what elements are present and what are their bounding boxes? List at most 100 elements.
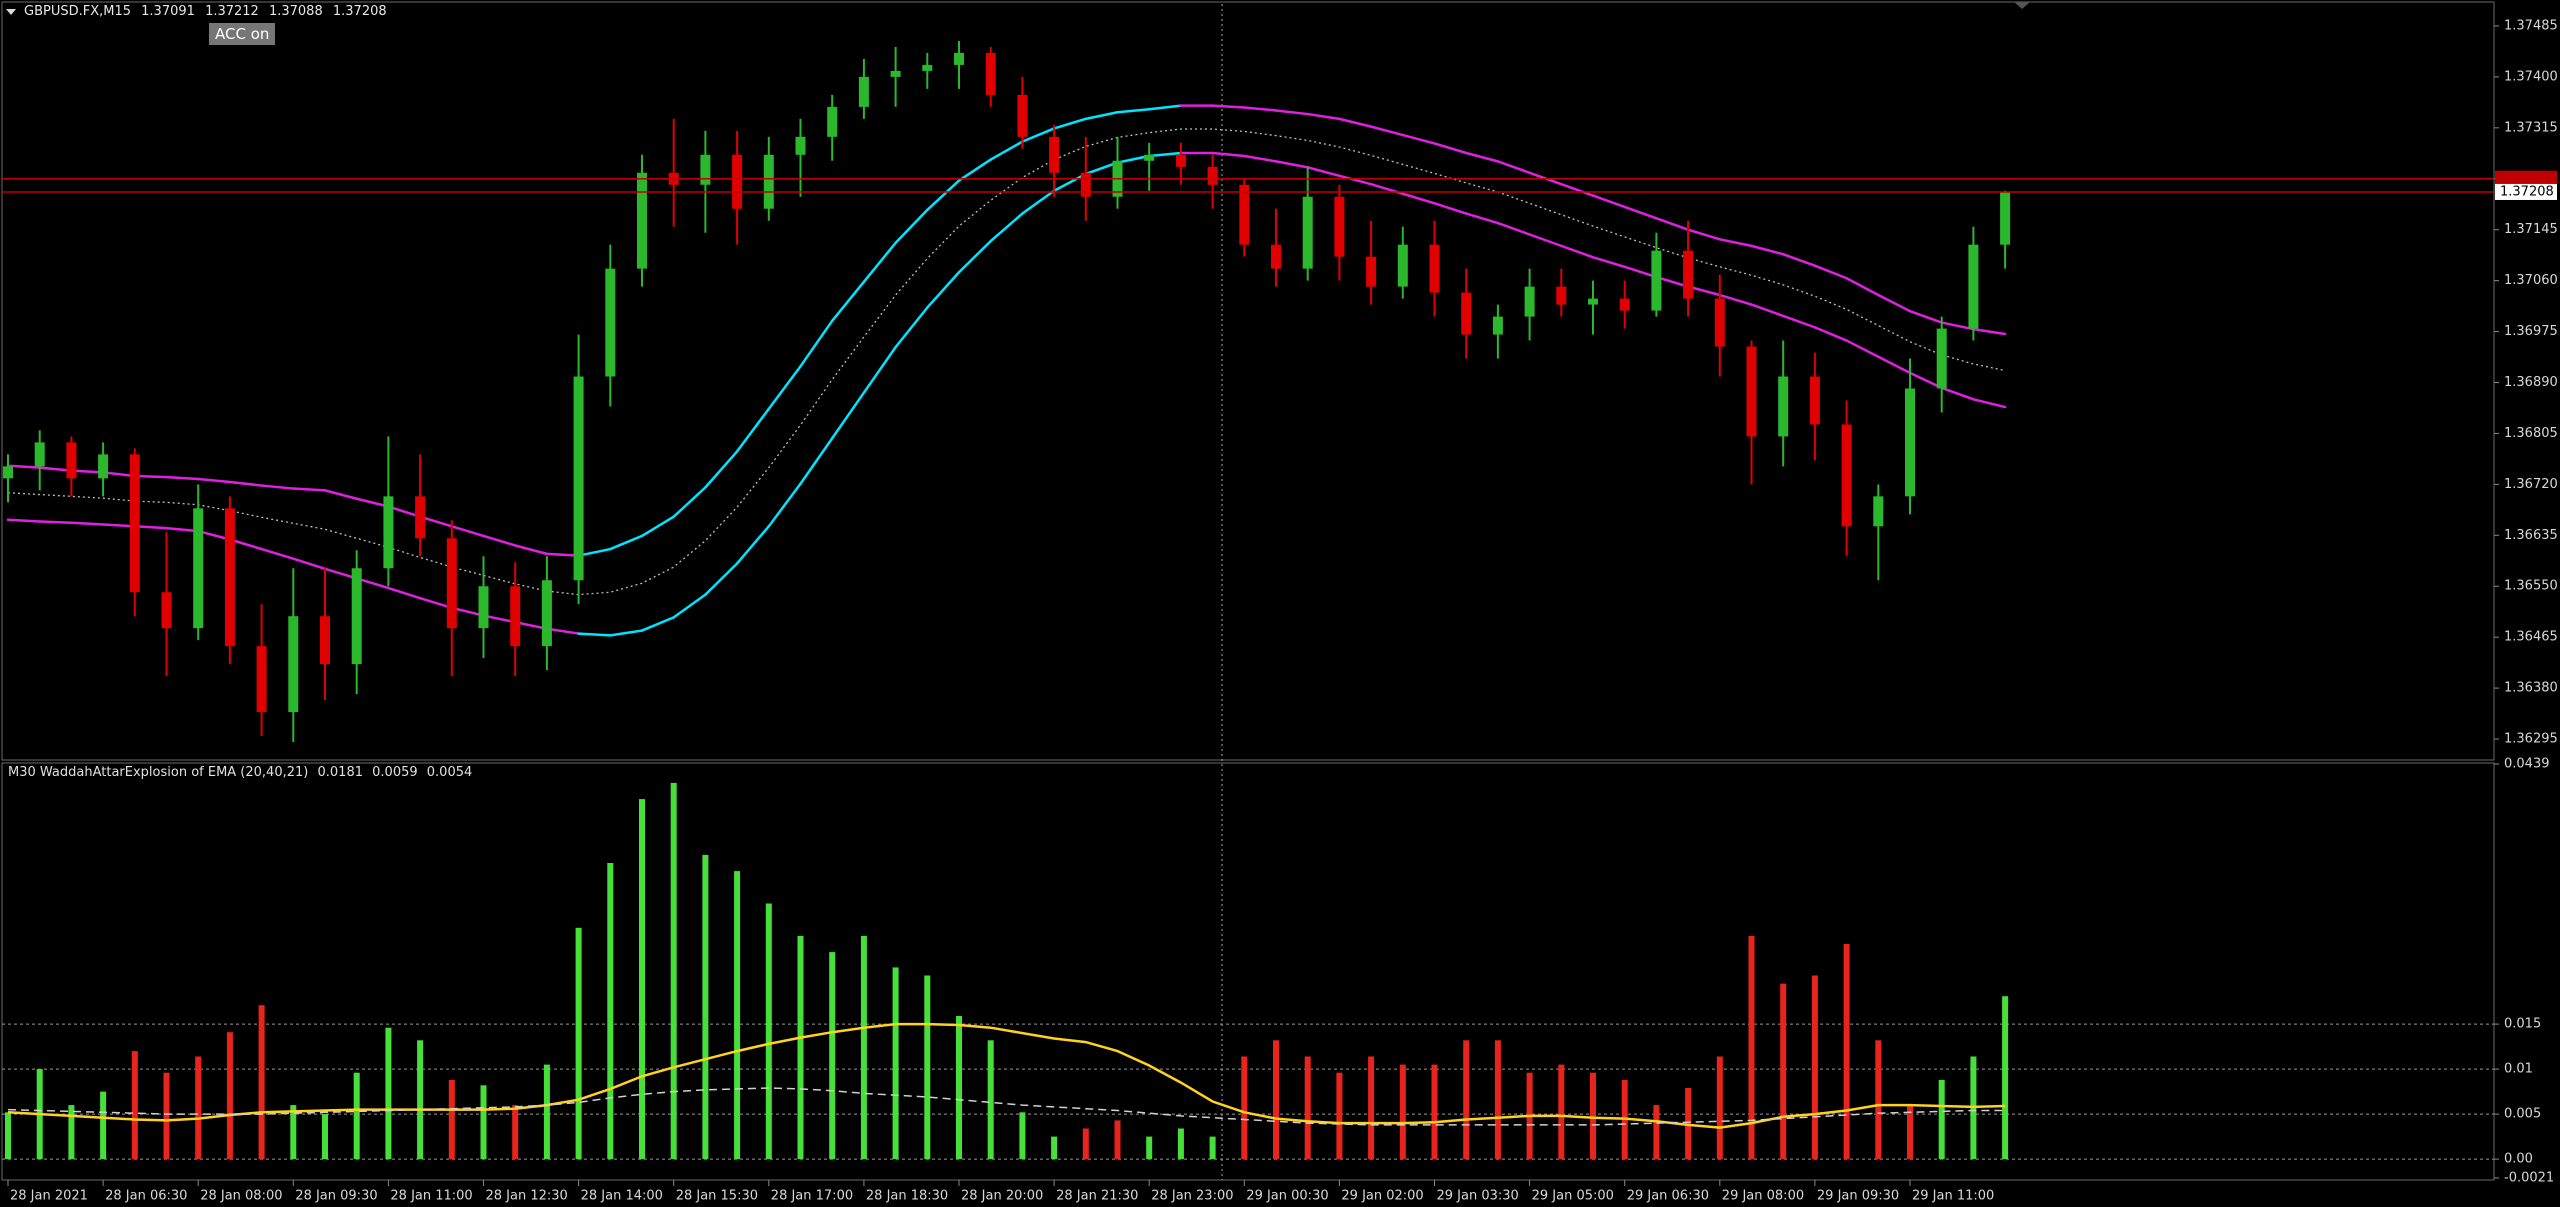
candle-body [1746,346,1757,437]
band-lower [799,436,834,486]
symbol: GBPUSD.FX,M15 [24,4,132,19]
band-upper [609,534,644,551]
histogram-bar [1114,1120,1121,1160]
indicator-line [7,1087,2006,1126]
x-tick-label: 28 Jan 09:30 [295,1189,377,1204]
candle-body [383,496,394,569]
candle-body [66,442,77,479]
candle-body [1017,94,1028,137]
band-lower [577,632,612,637]
candle-body [763,154,774,209]
readout: 0.0181 [317,765,364,780]
band-upper [1052,117,1088,130]
band-lower [1338,174,1373,186]
candle-body [1905,388,1915,497]
bid-marker [2495,183,2557,200]
histogram-bar [702,854,709,1160]
candle-body [1271,244,1281,269]
x-tick-label: 28 Jan 23:00 [1151,1189,1233,1204]
band-upper [1084,111,1119,121]
candle-body [1492,316,1503,335]
histogram-bar [765,903,772,1160]
menu-arrow[interactable] [6,9,16,15]
indicator-panel-frame [1,762,2495,1181]
histogram-bar [1463,1040,1470,1160]
histogram-bar [1082,1128,1089,1160]
y-tick-label: 0.01 [2504,1062,2533,1077]
histogram-bar [385,1027,392,1160]
candle-body [1144,154,1155,161]
y-tick-label: 1.37060 [2504,273,2558,288]
y-tick-label: 1.37145 [2504,222,2558,237]
band-lower [196,529,232,541]
candle-body [732,154,743,209]
band-upper [704,450,739,489]
candle-body [1588,298,1598,305]
candle-body [1809,376,1820,425]
candle-body [700,154,711,185]
band-upper [1401,133,1436,145]
candle-body [1619,298,1630,311]
histogram-bar [860,935,867,1160]
band-lower [482,614,517,624]
x-tick-label: 28 Jan 18:30 [866,1189,948,1204]
x-tick-label: 28 Jan 06:30 [105,1189,187,1204]
band-lower [1496,221,1531,236]
band-lower [133,525,168,530]
band-upper [38,466,73,472]
band-upper [101,471,137,478]
band-lower [1877,355,1912,375]
candle-body [1366,256,1377,287]
indicator-header: M30 WaddahAttarExplosion of EMA (20,40,2… [8,765,472,780]
x-tick-label: 28 Jan 14:00 [581,1189,663,1204]
histogram-bar [1209,1136,1216,1160]
y-tick-label: 1.36465 [2504,630,2558,645]
histogram-bar [829,952,836,1160]
band-lower [1243,154,1278,163]
candle-body [1556,286,1567,305]
band-upper [894,208,929,245]
band-lower [1781,314,1817,329]
candle-body [1936,328,1947,389]
candle-body [637,172,647,269]
band-upper [70,469,105,474]
candle-body [1207,166,1218,185]
histogram-bar [1273,1040,1279,1160]
y-tick-label: 1.36975 [2504,324,2558,339]
band-upper [1845,276,1880,297]
band-lower [450,606,485,617]
band-upper [957,158,992,182]
band-upper [450,525,485,538]
band-upper [355,497,390,508]
candle-body [1080,172,1091,197]
band-upper [1655,217,1690,231]
candle-body [1461,292,1472,335]
band-lower [1052,172,1088,193]
band-lower [1147,151,1183,158]
acc-badge[interactable]: ACC on [209,23,276,45]
band-upper [1243,106,1278,112]
histogram-bar [448,1079,455,1160]
band-lower [6,518,41,523]
candle-body [446,538,457,629]
histogram-bar [290,1105,297,1160]
candle-body [1049,136,1060,173]
candle-body [573,376,584,581]
band-upper [1623,205,1658,220]
histogram-bar [1051,1136,1058,1160]
histogram-bar [1304,1056,1311,1160]
histogram-bar [1716,1056,1723,1160]
x-tick-label: 28 Jan 11:00 [390,1189,472,1204]
open: 1.37091 [141,4,195,19]
band-upper [672,486,707,518]
band-upper [735,407,771,453]
band-upper [6,464,41,469]
x-tick-label: 28 Jan 21:30 [1056,1189,1138,1204]
candle-body [224,508,235,647]
histogram-bar [417,1040,424,1160]
y-tick-label: 1.36295 [2504,732,2558,747]
band-lower [989,212,1024,243]
histogram-bar [1558,1064,1565,1160]
band-lower [1813,326,1848,342]
